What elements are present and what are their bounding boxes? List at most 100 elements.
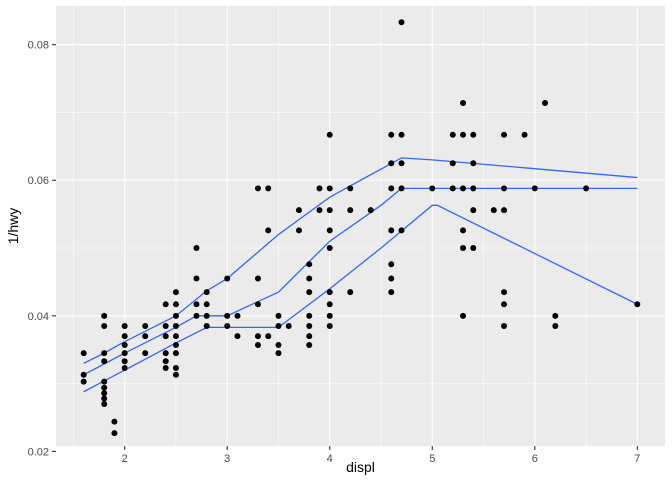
data-point [398, 19, 405, 26]
data-point [634, 301, 641, 308]
data-point [101, 312, 108, 319]
data-point [224, 275, 231, 282]
data-point [101, 395, 108, 402]
data-point [121, 350, 128, 357]
data-point [542, 99, 549, 106]
data-point [470, 245, 477, 252]
x-axis: 2 3 4 5 6 7 [122, 446, 640, 465]
data-point [162, 323, 169, 329]
data-point [552, 323, 559, 329]
x-tick-label: 6 [532, 453, 538, 465]
data-point [203, 289, 210, 296]
data-point [80, 371, 87, 378]
data-point [172, 341, 179, 348]
data-point [172, 301, 179, 308]
data-point [470, 185, 477, 192]
data-point [275, 341, 282, 348]
data-point [470, 160, 477, 167]
data-point [470, 207, 477, 214]
data-point [583, 185, 590, 192]
data-point [306, 341, 313, 348]
data-point [254, 341, 261, 348]
data-point [254, 333, 261, 340]
data-point [347, 289, 354, 296]
data-point [162, 301, 169, 308]
smooth-line-2 [83, 187, 638, 376]
x-tick-label: 7 [634, 453, 640, 465]
y-axis-title: 1/hwy [5, 208, 21, 245]
data-point [460, 185, 467, 192]
data-point [265, 185, 272, 192]
data-point [142, 323, 149, 329]
data-point [449, 185, 456, 192]
plot-panel [56, 6, 665, 446]
data-point [326, 312, 333, 319]
data-point [162, 365, 169, 372]
data-point [101, 350, 108, 357]
x-tick-label: 3 [224, 453, 230, 465]
data-point [306, 323, 313, 329]
data-point [460, 245, 467, 252]
data-point [388, 131, 395, 138]
x-tick-label: 2 [122, 453, 128, 465]
data-point [172, 365, 179, 372]
data-point [326, 227, 333, 234]
data-point [295, 207, 302, 214]
data-point [326, 245, 333, 252]
data-point [306, 312, 313, 319]
data-point [265, 227, 272, 234]
data-point [501, 289, 508, 296]
data-point [172, 323, 179, 329]
data-point [193, 312, 200, 319]
data-point [306, 289, 313, 296]
data-point [101, 378, 108, 385]
data-point [275, 323, 282, 329]
data-point [306, 261, 313, 268]
data-point [121, 341, 128, 348]
data-point [121, 323, 128, 329]
data-point [388, 261, 395, 268]
y-axis: 0.02 0.04 0.06 0.08 [28, 40, 56, 458]
data-point [172, 371, 179, 378]
data-point [398, 185, 405, 192]
data-point [388, 160, 395, 167]
data-point [398, 227, 405, 234]
data-point [80, 350, 87, 357]
data-point [306, 275, 313, 282]
data-point [347, 207, 354, 214]
x-tick-label: 4 [327, 453, 333, 465]
data-point [193, 275, 200, 282]
scatter-points [80, 19, 641, 437]
data-point [388, 227, 395, 234]
data-point [449, 160, 456, 167]
data-point [224, 312, 231, 319]
data-point [306, 333, 313, 340]
data-point [101, 384, 108, 391]
data-point [172, 350, 179, 357]
data-point [316, 185, 323, 192]
data-point [326, 207, 333, 214]
data-point [326, 131, 333, 138]
data-point [121, 365, 128, 372]
data-point [501, 131, 508, 138]
data-point [460, 312, 467, 319]
data-point [521, 131, 528, 138]
data-point [347, 185, 354, 192]
data-point [111, 430, 118, 437]
data-point [162, 333, 169, 340]
data-point [142, 333, 149, 340]
data-point [234, 333, 241, 340]
data-point [121, 333, 128, 340]
data-point [388, 275, 395, 282]
data-point [224, 323, 231, 329]
data-point [101, 390, 108, 397]
data-point [501, 323, 508, 329]
data-point [162, 350, 169, 357]
y-tick-label: 0.08 [28, 40, 49, 52]
y-tick-label: 0.04 [28, 311, 49, 323]
data-point [193, 301, 200, 308]
data-point [552, 312, 559, 319]
data-point [490, 207, 497, 214]
data-point [449, 131, 456, 138]
